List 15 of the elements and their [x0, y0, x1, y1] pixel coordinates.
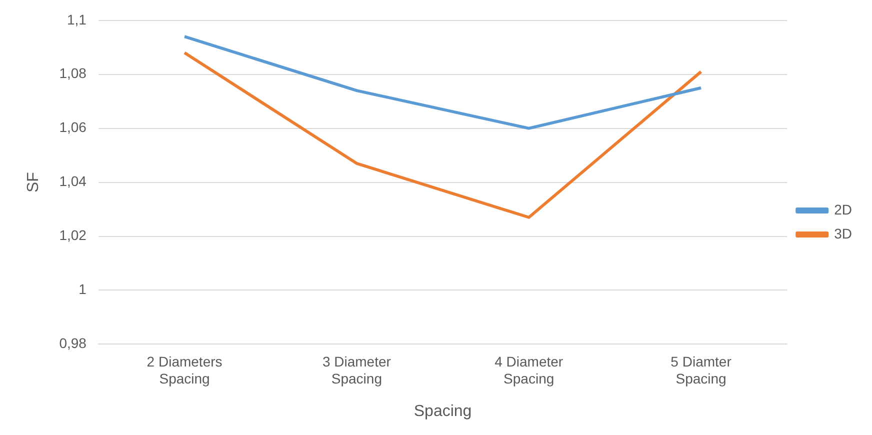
legend-label: 2D — [834, 201, 852, 218]
x-tick-label: 3 Diameter Spacing — [322, 353, 392, 386]
x-tick-label: 5 Diamter Spacing — [670, 353, 732, 386]
legend-label: 3D — [834, 225, 852, 242]
x-axis-title: Spacing — [414, 402, 472, 420]
y-axis-title: SF — [25, 172, 42, 193]
y-tick-label: 1,04 — [59, 173, 87, 190]
y-tick-label: 0,98 — [59, 335, 87, 352]
y-tick-label: 1,08 — [59, 65, 87, 82]
y-tick-label: 1,02 — [59, 227, 87, 244]
y-tick-label: 1 — [78, 281, 87, 298]
y-tick-label: 1,1 — [66, 11, 87, 28]
x-tick-label: 4 Diameter Spacing — [494, 353, 564, 386]
y-tick-label: 1,06 — [59, 119, 87, 136]
x-tick-label: 2 Diameters Spacing — [146, 353, 222, 386]
